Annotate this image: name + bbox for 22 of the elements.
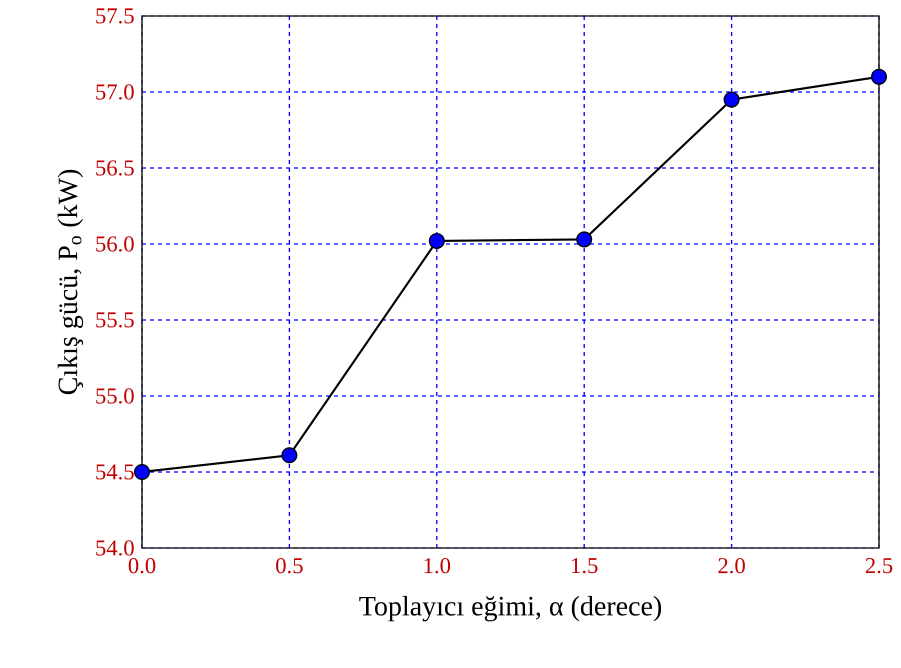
y-tick-label: 55.0 <box>96 388 134 404</box>
y-tick-label: 57.0 <box>96 84 134 100</box>
point <box>134 464 150 480</box>
x-tick-label: 0.5 <box>276 558 303 574</box>
x-tick-label: 0.0 <box>128 558 156 574</box>
x-tick-label: 2.0 <box>718 558 745 574</box>
y-tick-label: 54.5 <box>96 464 134 480</box>
point <box>870 68 887 85</box>
point <box>281 447 298 464</box>
point <box>576 231 592 248</box>
x-tick-label: 1.0 <box>424 558 450 574</box>
y-tick-label: 56.0 <box>96 236 134 252</box>
y-tick-label: 56.5 <box>96 160 134 176</box>
x-axis-title: Toplayıcı eğimi, α (derece) <box>359 596 662 622</box>
point <box>428 232 445 249</box>
x-tick-label: 2.5 <box>866 558 892 574</box>
y-tick-label: 55.5 <box>96 312 134 328</box>
y-tick-label: 54.0 <box>96 540 134 556</box>
x-tick-label: 1.5 <box>572 558 598 574</box>
point <box>724 92 740 108</box>
y-axis-title: Çıkış gücü, P$_{o}$ (kW) <box>58 170 84 394</box>
y-tick-label: 57.5 <box>96 8 134 24</box>
